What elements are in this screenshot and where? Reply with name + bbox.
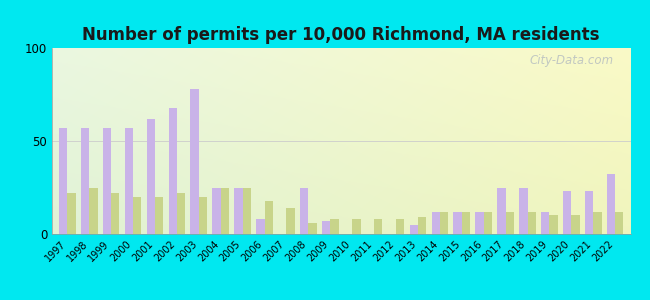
Bar [103,128,111,234]
Bar [571,215,580,234]
Bar [155,197,163,234]
Bar [374,219,382,234]
Bar [242,188,251,234]
Bar [308,223,317,234]
Title: Number of permits per 10,000 Richmond, MA residents: Number of permits per 10,000 Richmond, M… [83,26,600,44]
Bar [484,212,492,234]
Bar [287,208,295,234]
Bar [454,212,462,234]
Bar [322,221,330,234]
Bar [265,200,273,234]
Bar [168,107,177,234]
Bar [190,89,199,234]
Bar [607,175,615,234]
Bar [300,188,308,234]
Bar [506,212,514,234]
Bar [585,191,593,234]
Bar [147,119,155,234]
Bar [432,212,440,234]
Bar [68,193,75,234]
Bar [111,193,120,234]
Bar [89,188,98,234]
Bar [125,128,133,234]
Bar [177,193,185,234]
Bar [549,215,558,234]
Bar [213,188,221,234]
Bar [59,128,68,234]
Bar [462,212,470,234]
Bar [352,219,361,234]
Bar [199,197,207,234]
Bar [81,128,89,234]
Bar [396,219,404,234]
Text: City-Data.com: City-Data.com [529,54,613,67]
Bar [410,225,418,234]
Bar [519,188,528,234]
Bar [593,212,602,234]
Bar [418,217,426,234]
Bar [440,212,448,234]
Bar [475,212,484,234]
Bar [234,188,242,234]
Bar [563,191,571,234]
Bar [497,188,506,234]
Bar [256,219,265,234]
Bar [615,212,623,234]
Bar [133,197,142,234]
Bar [528,212,536,234]
Bar [221,188,229,234]
Bar [330,219,339,234]
Bar [541,212,549,234]
